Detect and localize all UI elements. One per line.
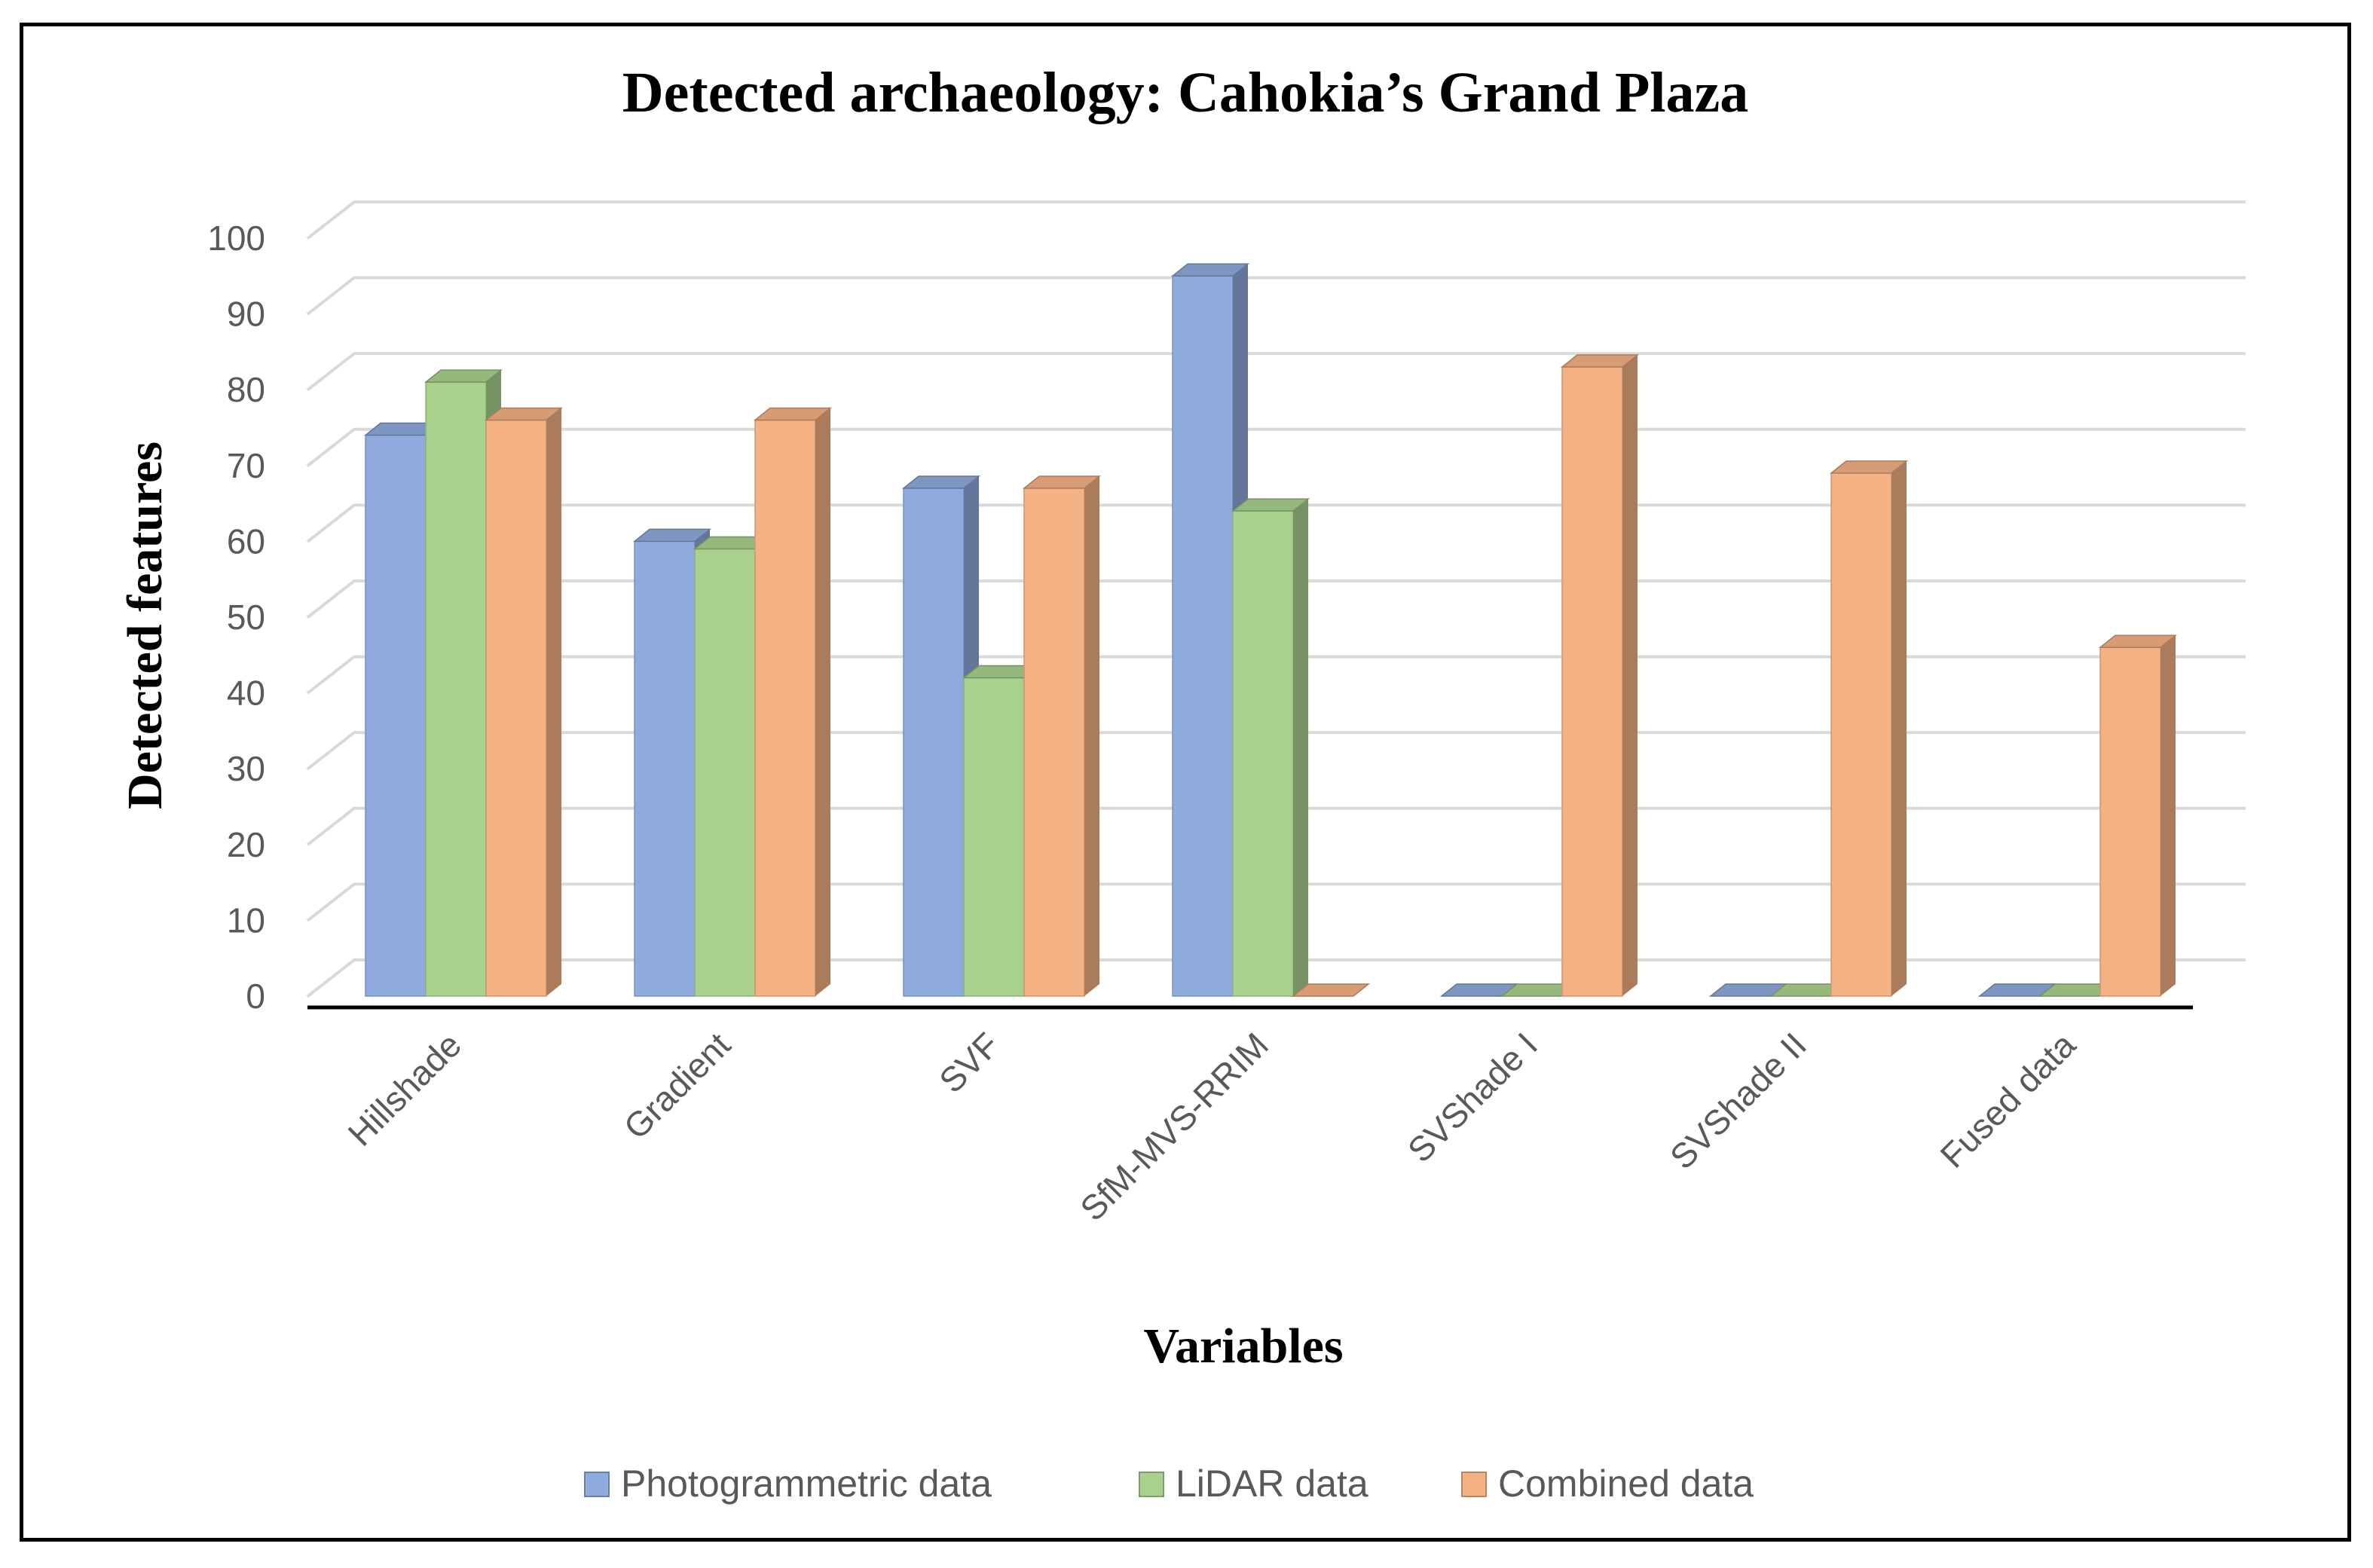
y-tick-label: 100: [207, 219, 265, 258]
gridline: [306, 427, 2246, 467]
legend-label: Photogrammetric data: [621, 1463, 992, 1505]
bar-front: [1023, 488, 1085, 997]
bar: [1560, 354, 1640, 997]
x-tick-label: Fused data: [1933, 1025, 2084, 1175]
bar-front: [963, 677, 1025, 997]
bar-front: [1561, 366, 1623, 997]
x-axis-title: Variables: [1143, 1319, 1343, 1374]
bar-front: [903, 488, 965, 997]
bar-top: [424, 369, 503, 383]
legend-swatch: [1139, 1472, 1164, 1497]
bar: [484, 407, 564, 997]
bar-side: [546, 408, 561, 996]
legend-label: Combined data: [1498, 1463, 1754, 1505]
gridline: [306, 352, 2246, 392]
bar-front: [694, 548, 756, 997]
legend-swatch: [584, 1472, 610, 1497]
legend-item: Photogrammetric data: [584, 1463, 992, 1505]
y-tick-label: 90: [227, 295, 265, 334]
legend-item: Combined data: [1461, 1463, 1754, 1505]
y-tick-label: 80: [227, 370, 265, 409]
bar-top: [753, 407, 833, 421]
x-tick-label: Hillshade: [341, 1025, 469, 1154]
y-tick-label: 0: [246, 977, 265, 1016]
legend-label: LiDAR data: [1176, 1463, 1368, 1505]
gridline: [306, 276, 2246, 316]
bar-front: [754, 419, 816, 997]
y-tick-label: 10: [227, 900, 265, 940]
bar-side: [1891, 460, 1907, 996]
legend-swatch: [1461, 1472, 1487, 1497]
y-tick-label: 50: [227, 598, 265, 637]
chart-title: Detected archaeology: Cahokia’s Grand Pl…: [622, 61, 1748, 124]
bar-top: [1170, 263, 1250, 277]
legend: Photogrammetric data LiDAR data Combined d…: [584, 1463, 1754, 1505]
bar-front: [634, 540, 696, 997]
bar-top: [901, 475, 981, 489]
bar-top: [484, 407, 564, 421]
bar-top: [1231, 498, 1310, 512]
bar-top: [1560, 354, 1640, 368]
y-tick-label: 70: [227, 446, 265, 485]
bar-front: [485, 419, 547, 997]
bar: [753, 407, 833, 997]
bar-top: [2098, 634, 2178, 648]
bar-side: [815, 408, 830, 996]
y-axis-title: Detected features: [118, 442, 173, 809]
bar: [1231, 498, 1310, 997]
gridline: [306, 200, 2246, 240]
y-tick-label: 30: [227, 749, 265, 788]
bar-front: [2099, 646, 2161, 997]
bar-front: [425, 381, 487, 997]
bar-side: [1293, 499, 1308, 996]
bar: [1022, 475, 1102, 997]
bar: [2098, 634, 2178, 997]
y-axis-ticks: 0 10 20 30 40 50 60 70 80 90 100: [207, 219, 265, 1016]
bar-side: [2160, 635, 2176, 996]
bar-top: [632, 528, 712, 543]
bar-front: [1232, 510, 1294, 997]
bar-top: [1022, 475, 1102, 489]
y-tick-label: 40: [227, 674, 265, 713]
x-tick-label: SVShade II: [1662, 1025, 1814, 1176]
bar-front: [1830, 472, 1892, 997]
x-tick-label: SVF: [931, 1025, 1007, 1100]
bar-top: [1291, 983, 1371, 997]
bar-front: [1172, 275, 1234, 997]
bar-side: [1622, 355, 1638, 996]
y-tick-label: 60: [227, 521, 265, 561]
legend-item: LiDAR data: [1139, 1463, 1368, 1505]
bar: [1291, 983, 1371, 997]
bar-side: [1084, 475, 1099, 996]
x-tick-label: Gradient: [616, 1025, 739, 1147]
bar-top: [1829, 460, 1909, 474]
bar: [1829, 460, 1909, 997]
bars: [363, 263, 2178, 997]
x-tick-label: SfM-MVS-RRIM: [1072, 1025, 1276, 1228]
bar-front: [365, 434, 427, 997]
x-axis-ticks: Hillshade Gradient SVF SfM-MVS-RRIM SVShade …: [341, 1025, 2084, 1228]
y-tick-label: 20: [227, 825, 265, 864]
x-tick-label: SVShade I: [1400, 1025, 1545, 1169]
